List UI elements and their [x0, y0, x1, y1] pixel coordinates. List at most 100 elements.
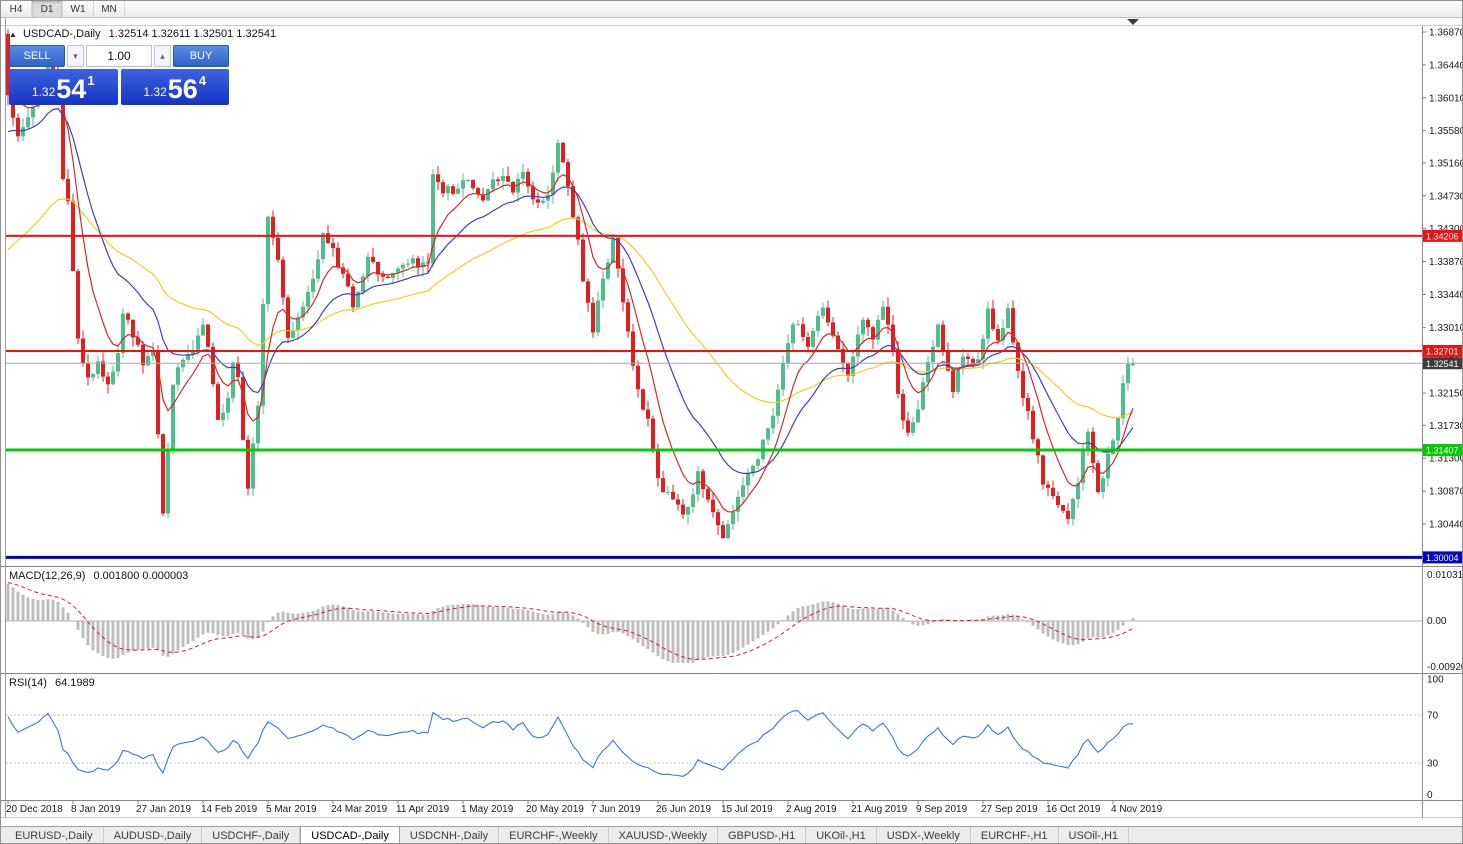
price-axis-tick: 1.32150: [1429, 389, 1463, 400]
macd-histogram-bar: [471, 604, 475, 621]
candle-down: [286, 297, 290, 338]
candle-up: [1126, 363, 1130, 384]
macd-histogram-bar: [811, 604, 815, 621]
macd-histogram-bar: [621, 621, 625, 634]
candle-down: [156, 351, 160, 435]
volume-increase-button[interactable]: ▴: [154, 45, 171, 67]
tab-usdcad-daily[interactable]: USDCAD-,Daily: [300, 827, 400, 843]
macd-histogram-bar: [801, 606, 805, 621]
candle-down: [711, 499, 715, 513]
candle-down: [631, 331, 635, 366]
chart-title-marker-icon: ▲: [9, 30, 17, 39]
tab-eurchf-h1[interactable]: EURCHF-,H1: [971, 827, 1059, 843]
candle-up: [21, 127, 25, 137]
candle-down: [896, 350, 900, 394]
candle-down: [1041, 455, 1045, 485]
candle-down: [806, 337, 810, 347]
macd-histogram-bar: [706, 621, 710, 658]
tab-xauusd-weekly[interactable]: XAUUSD-,Weekly: [609, 827, 718, 843]
candle-down: [61, 98, 65, 179]
candle-up: [366, 256, 370, 277]
macd-histogram-bar: [381, 612, 385, 621]
timeframe-button-d1[interactable]: D1: [32, 1, 63, 17]
buy-button[interactable]: BUY: [173, 45, 229, 67]
candle-up: [786, 343, 790, 364]
macd-histogram-bar: [611, 621, 615, 633]
candle-up: [256, 405, 260, 444]
macd-histogram-bar: [796, 607, 800, 621]
candle-up: [601, 278, 605, 301]
candle-up: [166, 449, 170, 514]
macd-histogram-bar: [731, 621, 735, 654]
price-axis-tick: 1.35580: [1429, 126, 1463, 137]
candle-down: [651, 418, 655, 452]
volume-input[interactable]: [86, 45, 152, 67]
tab-usoil-h1[interactable]: USOil-,H1: [1059, 827, 1130, 843]
macd-histogram-bar: [146, 621, 150, 649]
tab-audusd-daily[interactable]: AUDUSD-,Daily: [104, 827, 203, 843]
macd-histogram-bar: [881, 608, 885, 621]
date-axis-tick: 11 Apr 2019: [396, 804, 450, 815]
macd-histogram-bar: [81, 621, 85, 639]
rsi-indicator-label: RSI(14) 64.1989: [9, 677, 95, 689]
macd-histogram-bar: [446, 605, 450, 621]
chart-shift-marker-icon[interactable]: [1127, 19, 1139, 25]
candle-up: [491, 179, 495, 190]
macd-histogram-bar: [1081, 621, 1085, 642]
rsi-line: [7, 710, 1134, 777]
buy-price-display[interactable]: 1.32 56 4: [120, 69, 229, 105]
macd-histogram-bar: [406, 613, 410, 621]
macd-histogram-bar: [856, 608, 860, 621]
macd-histogram-bar: [566, 613, 570, 621]
candle-down: [1031, 410, 1035, 440]
macd-histogram-bar: [631, 621, 635, 640]
candle-down: [946, 351, 950, 371]
candle-up: [1071, 498, 1075, 520]
candle-down: [681, 504, 685, 515]
macd-axis-tick: -0.009203: [1427, 662, 1463, 673]
candle-down: [636, 365, 640, 390]
tab-usdcnh-daily[interactable]: USDCNH-,Daily: [400, 827, 500, 843]
macd-histogram-bar: [746, 621, 750, 645]
tab-eurusd-daily[interactable]: EURUSD-,Daily: [5, 827, 104, 843]
moving-average-8-line: [7, 78, 1134, 513]
tab-usdx-weekly[interactable]: USDX-,Weekly: [877, 827, 971, 843]
sell-price-display[interactable]: 1.32 54 1: [9, 69, 118, 105]
candle-up: [781, 363, 785, 390]
timeframe-button-h4[interactable]: H4: [1, 1, 32, 17]
macd-histogram-bar: [556, 612, 560, 621]
candle-up: [851, 356, 855, 376]
candle-up: [121, 313, 125, 354]
candle-up: [861, 319, 865, 335]
macd-histogram-bar: [491, 606, 495, 621]
macd-histogram-bar: [806, 605, 810, 621]
macd-histogram-bar: [326, 605, 330, 621]
date-axis-tick: 15 Jul 2019: [721, 804, 773, 815]
candle-up: [596, 300, 600, 333]
chart-background: [1, 18, 1462, 826]
candle-up: [116, 353, 120, 372]
timeframe-button-w1[interactable]: W1: [63, 1, 94, 17]
macd-histogram-bar: [6, 583, 10, 621]
candle-down: [701, 471, 705, 490]
timeframe-button-mn[interactable]: MN: [94, 1, 125, 17]
macd-histogram-bar: [206, 621, 210, 633]
macd-histogram-bar: [691, 621, 695, 663]
candle-up: [546, 194, 550, 201]
candle-down: [351, 286, 355, 308]
candle-up: [176, 367, 180, 385]
tab-eurchf-weekly[interactable]: EURCHF-,Weekly: [499, 827, 609, 843]
date-axis-tick: 20 Dec 2018: [6, 804, 63, 815]
macd-histogram-bar: [651, 621, 655, 653]
macd-histogram-bar: [1021, 619, 1025, 621]
tab-gbpusd-h1[interactable]: GBPUSD-,H1: [718, 827, 807, 843]
candle-up: [766, 428, 770, 440]
candle-down: [426, 262, 430, 264]
volume-decrease-button[interactable]: ▾: [67, 45, 84, 67]
candle-up: [1111, 440, 1115, 454]
candle-up: [431, 174, 435, 264]
sell-button[interactable]: SELL: [9, 45, 65, 67]
candle-down: [496, 179, 500, 182]
tab-usdchf-daily[interactable]: USDCHF-,Daily: [202, 827, 301, 843]
tab-ukoil-h1[interactable]: UKOil-,H1: [806, 827, 877, 843]
